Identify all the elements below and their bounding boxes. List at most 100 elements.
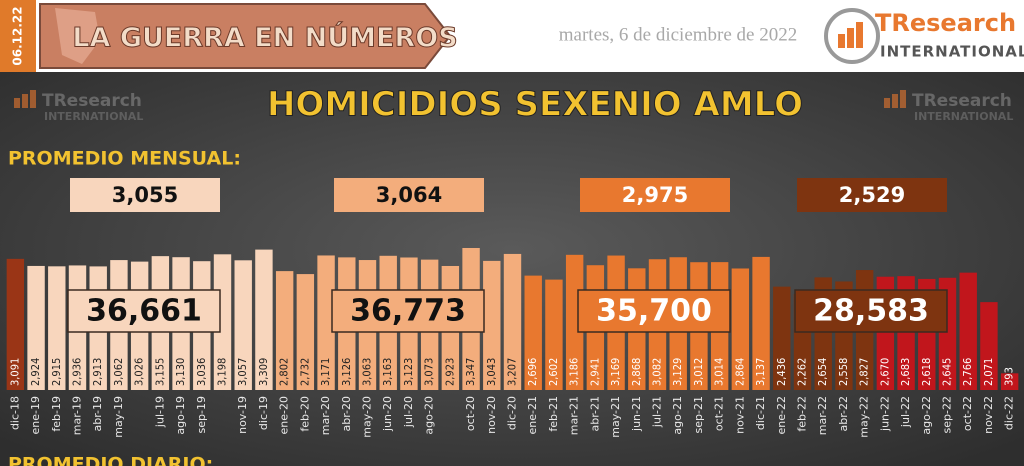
value-label: 3,073 bbox=[423, 358, 436, 386]
x-tick-label: nov-20 bbox=[485, 396, 498, 434]
watermark-brand: TResearch bbox=[912, 91, 1012, 111]
brand: TResearch bbox=[875, 9, 1016, 37]
x-tick-label: ene-22 bbox=[775, 396, 788, 434]
bar bbox=[213, 254, 232, 390]
x-tick-label: feb-22 bbox=[796, 396, 809, 432]
value-label: 393 bbox=[1003, 367, 1016, 386]
value-label: 3,012 bbox=[692, 358, 705, 386]
value-label: 2,670 bbox=[878, 358, 891, 386]
x-tick-label: jun-20 bbox=[381, 396, 394, 432]
value-label: 3,309 bbox=[257, 358, 270, 386]
bar bbox=[48, 266, 66, 390]
x-tick-label: may-22 bbox=[858, 396, 871, 438]
x-tick-label: mar-21 bbox=[568, 396, 581, 435]
value-label: 2,645 bbox=[941, 358, 954, 386]
chart-title: HOMICIDIOS SEXENIO AMLO bbox=[267, 85, 803, 125]
x-tick-label: dic-18 bbox=[8, 396, 21, 430]
x-tick-label: jul-19 bbox=[153, 396, 166, 428]
x-tick-label: ene-21 bbox=[526, 396, 539, 434]
average-box bbox=[334, 178, 484, 212]
bar bbox=[752, 256, 770, 390]
x-tick-label: nov-19 bbox=[236, 396, 249, 434]
x-tick-label: jul-21 bbox=[651, 396, 664, 428]
x-tick-label: mar-22 bbox=[816, 396, 829, 435]
value-label: 2,732 bbox=[298, 358, 311, 386]
x-tick-label: feb-19 bbox=[50, 396, 63, 432]
x-tick-label: may-21 bbox=[609, 396, 622, 438]
x-tick-label: abr-21 bbox=[588, 396, 601, 432]
average-value: 3,055 bbox=[112, 183, 178, 207]
value-label: 3,123 bbox=[402, 358, 415, 386]
banner-title: LA GUERRA EN NÚMEROS bbox=[72, 22, 457, 54]
x-tick-label: oct-21 bbox=[713, 396, 726, 431]
average-value: 2,975 bbox=[622, 183, 688, 207]
x-tick-label: ago-22 bbox=[920, 396, 933, 435]
value-label: 3,057 bbox=[236, 358, 249, 386]
x-tick-label: ago-20 bbox=[423, 396, 436, 435]
value-label: 3,130 bbox=[174, 358, 187, 386]
average-box bbox=[70, 178, 220, 212]
value-label: 2,766 bbox=[961, 358, 974, 386]
x-tick-label: oct-20 bbox=[464, 396, 477, 431]
value-label: 2,923 bbox=[443, 358, 456, 386]
logo: TResearch INTERNATIONAL bbox=[824, 8, 1024, 64]
x-tick-label: ene-19 bbox=[29, 396, 42, 434]
x-tick-label: dic-19 bbox=[257, 396, 270, 430]
average-value: 3,064 bbox=[376, 183, 442, 207]
bar bbox=[317, 255, 335, 390]
x-tick-label: oct-22 bbox=[961, 396, 974, 431]
value-label: 3,129 bbox=[671, 358, 684, 386]
average-box bbox=[580, 178, 730, 212]
value-label: 2,683 bbox=[899, 358, 912, 386]
bar bbox=[524, 275, 542, 390]
bar bbox=[296, 274, 315, 390]
x-tick-label: jun-22 bbox=[878, 396, 891, 432]
bar bbox=[731, 268, 750, 390]
value-label: 2,558 bbox=[837, 358, 850, 386]
watermark-sub: INTERNATIONAL bbox=[914, 110, 1013, 123]
x-tick-label: abr-20 bbox=[340, 396, 353, 432]
value-label: 3,082 bbox=[651, 358, 664, 386]
bar bbox=[503, 253, 522, 390]
bar bbox=[773, 286, 791, 390]
value-label: 2,913 bbox=[91, 358, 104, 386]
x-tick-label: abr-22 bbox=[837, 396, 850, 432]
x-tick-label: abr-19 bbox=[91, 396, 104, 432]
value-label: 2,071 bbox=[982, 358, 995, 386]
value-label: 2,864 bbox=[733, 358, 746, 386]
bar bbox=[255, 249, 273, 390]
x-tick-label: sep-21 bbox=[692, 396, 705, 433]
banner-bg bbox=[39, 3, 452, 69]
value-label: 2,802 bbox=[278, 358, 291, 386]
x-tick-label: nov-21 bbox=[733, 396, 746, 434]
x-tick-label: dic-22 bbox=[1003, 396, 1016, 430]
x-tick-label: jul-20 bbox=[402, 396, 415, 428]
value-label: 3,036 bbox=[195, 358, 208, 386]
x-tick-label: dic-20 bbox=[506, 396, 519, 430]
bar bbox=[565, 254, 584, 390]
x-tick-label: dic-21 bbox=[754, 396, 767, 430]
total-value: 36,661 bbox=[86, 294, 202, 329]
bar bbox=[234, 260, 252, 390]
total-box bbox=[67, 289, 221, 333]
value-label: 3,169 bbox=[609, 358, 622, 386]
x-tick-label: ago-21 bbox=[671, 396, 684, 435]
value-label: 2,827 bbox=[858, 358, 871, 386]
total-box bbox=[331, 289, 485, 333]
bar bbox=[980, 302, 998, 390]
value-label: 2,868 bbox=[630, 358, 643, 386]
average-value: 2,529 bbox=[839, 183, 905, 207]
bar bbox=[1000, 373, 1019, 390]
total-box bbox=[794, 289, 948, 333]
total-value: 28,583 bbox=[813, 294, 929, 329]
x-tick-label: nov-22 bbox=[982, 396, 995, 434]
value-label: 2,936 bbox=[71, 358, 84, 386]
x-tick-label: ene-20 bbox=[278, 396, 291, 434]
value-label: 3,207 bbox=[506, 358, 519, 386]
value-label: 3,163 bbox=[381, 358, 394, 386]
value-label: 3,062 bbox=[112, 358, 125, 386]
value-label: 3,126 bbox=[340, 358, 353, 386]
value-label: 3,186 bbox=[568, 358, 581, 386]
x-tick-label: sep-22 bbox=[941, 396, 954, 433]
